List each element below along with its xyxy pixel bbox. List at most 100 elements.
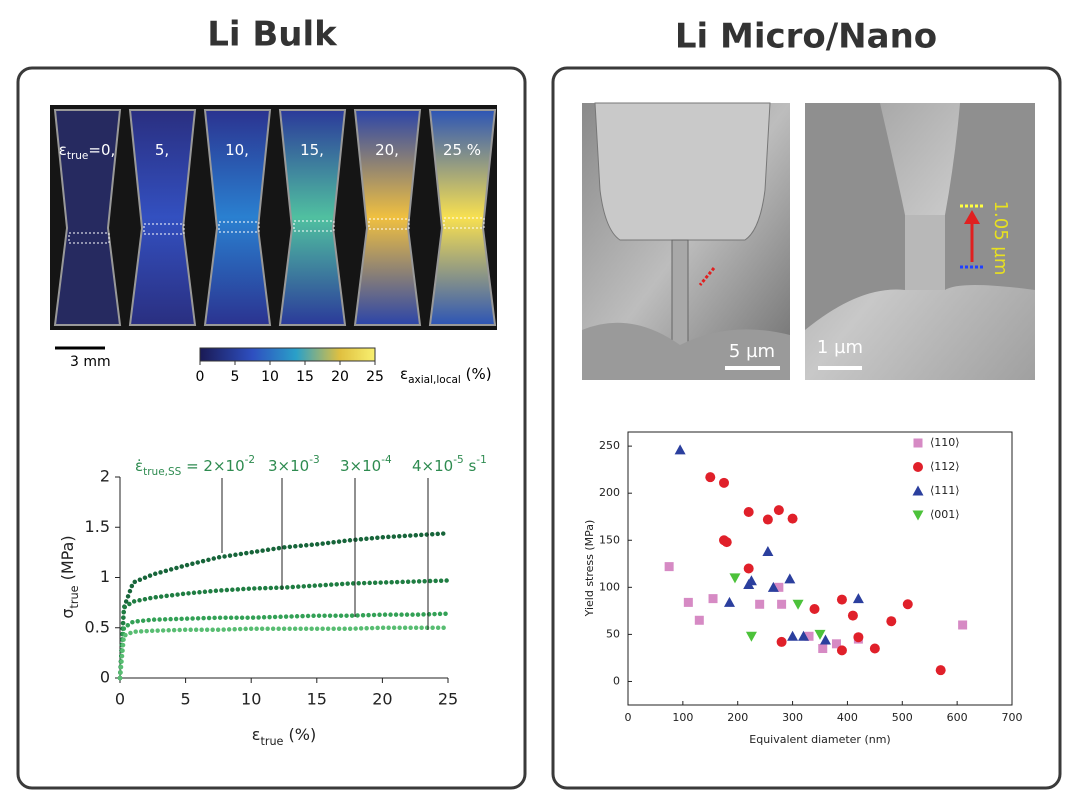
rate-label: 4×10-5 s-1 xyxy=(412,454,487,475)
point xyxy=(831,639,841,649)
scale-bar-label: 1 µm xyxy=(817,337,863,358)
strain-label: 25 % xyxy=(443,141,481,159)
arrow xyxy=(698,267,716,286)
strain-label: 10, xyxy=(225,141,249,159)
rate-label-part: -2 xyxy=(245,454,255,466)
x-axis-label: εtrue (%) xyxy=(252,725,316,748)
legend-marker xyxy=(913,462,923,472)
x-axis-label: Equivalent diameter (nm) xyxy=(749,733,890,746)
point xyxy=(694,615,704,625)
strain-label-part: 25 % xyxy=(443,141,481,159)
y-tick-label: 200 xyxy=(599,486,620,499)
y-tick-label: 0.5 xyxy=(85,617,110,636)
rate-label-part: 4×10 xyxy=(412,457,453,475)
point xyxy=(784,573,796,584)
rate-label: ε̇true,SS = 2×10-2 xyxy=(135,454,255,478)
strain-label-part: ε xyxy=(59,141,67,159)
x-axis-label-part: true xyxy=(260,735,283,748)
scale-bar-label: 5 µm xyxy=(729,341,775,362)
point xyxy=(902,599,913,610)
strain-label: 5, xyxy=(155,141,169,159)
y-axis-label-part: true xyxy=(68,585,81,608)
strain-label-part: true xyxy=(67,150,89,162)
colorbar-label-part: (%) xyxy=(461,365,492,383)
y-tick-label: 150 xyxy=(599,533,620,546)
x-tick-label: 600 xyxy=(947,711,968,724)
colorbar-tick-label: 10 xyxy=(261,369,279,385)
colorbar-label: εaxial,local (%) xyxy=(400,365,492,387)
panel-title: Li Bulk xyxy=(207,15,338,55)
point xyxy=(853,632,864,643)
plot-frame xyxy=(627,431,1013,706)
point xyxy=(755,599,765,609)
y-tick-label: 1 xyxy=(100,567,110,586)
rate-label: 3×10-3 xyxy=(268,454,320,475)
y-axis-label: σtrue (MPa) xyxy=(58,535,81,618)
rate-label-part: 3×10 xyxy=(340,457,381,475)
scale-bar-label: 3 mm xyxy=(70,354,111,370)
legend-label: ⟨111⟩ xyxy=(930,484,960,497)
x-tick-label: 10 xyxy=(241,690,261,709)
point xyxy=(787,630,799,641)
point xyxy=(762,546,774,557)
y-tick-label: 100 xyxy=(599,580,620,593)
y-tick-label: 50 xyxy=(606,627,620,640)
strain-label-part: 5, xyxy=(155,141,169,159)
y-tick-label: 250 xyxy=(599,439,620,452)
rate-label-part: true,SS xyxy=(143,466,182,478)
point xyxy=(847,610,858,621)
legend-label: ⟨112⟩ xyxy=(930,460,960,473)
x-tick-label: 700 xyxy=(1002,711,1023,724)
x-tick-label: 5 xyxy=(181,690,191,709)
point xyxy=(814,629,826,640)
x-tick-label: 0 xyxy=(625,711,632,724)
point xyxy=(705,472,716,483)
sem-base xyxy=(582,322,790,380)
point xyxy=(708,594,718,604)
sem-pillar xyxy=(594,102,771,241)
point xyxy=(787,513,798,524)
y-axis-label-part: σ xyxy=(58,608,77,618)
y-axis-label: Yield stress (MPa) xyxy=(583,520,596,618)
x-tick-label: 0 xyxy=(115,690,125,709)
strain-label-part: =0, xyxy=(88,141,115,159)
panel-title: Li Micro/Nano xyxy=(675,17,937,57)
legend-marker xyxy=(913,438,923,448)
curve xyxy=(117,531,451,681)
point xyxy=(721,537,732,548)
point xyxy=(819,634,831,645)
colorbar-tick-label: 0 xyxy=(196,369,205,385)
x-tick-label: 25 xyxy=(438,690,458,709)
point xyxy=(886,616,897,627)
rate-label-part: s xyxy=(464,457,477,475)
y-axis-label-part: (MPa) xyxy=(58,535,77,585)
point xyxy=(743,563,754,574)
curve xyxy=(117,578,451,681)
x-tick-label: 400 xyxy=(837,711,858,724)
point xyxy=(729,573,741,584)
x-tick-label: 500 xyxy=(892,711,913,724)
legend-marker xyxy=(912,485,924,496)
point xyxy=(836,645,847,656)
point xyxy=(743,507,754,518)
length-label: 1.05 µm xyxy=(990,201,1011,276)
gauge-boxes xyxy=(68,217,485,244)
point xyxy=(869,643,880,654)
x-axis-label-part: ε xyxy=(252,725,261,744)
point xyxy=(683,597,693,607)
point xyxy=(745,575,757,586)
strain-label: 20, xyxy=(375,141,399,159)
point xyxy=(935,665,946,676)
sem-pillar xyxy=(671,239,689,351)
point xyxy=(818,644,828,654)
strain-label: εtrue=0, xyxy=(59,141,116,163)
y-tick-label: 0 xyxy=(100,668,110,687)
point xyxy=(776,636,787,647)
colorbar-tick-label: 20 xyxy=(331,369,349,385)
point xyxy=(777,599,787,609)
point xyxy=(774,582,784,592)
x-tick-label: 300 xyxy=(782,711,803,724)
x-tick-label: 20 xyxy=(372,690,392,709)
point xyxy=(674,444,686,455)
rate-label-part: -4 xyxy=(381,454,392,466)
